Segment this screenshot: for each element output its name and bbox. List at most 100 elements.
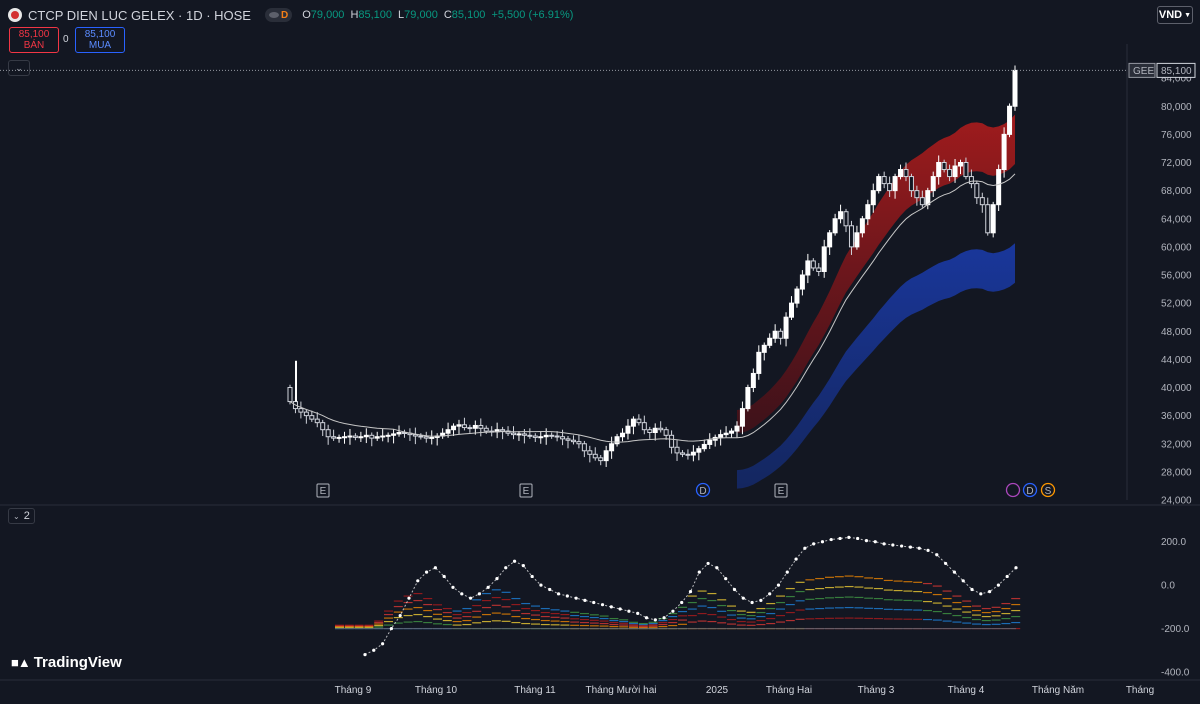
oscillator-toggle[interactable]: ⌄ 2 [8,508,35,524]
price-tick-label: 44,000 [1161,355,1192,366]
price-tick-label: 24,000 [1161,496,1192,507]
oscillator-point [574,596,578,600]
currency-label: VND [1158,9,1183,21]
oscillator-point [908,545,913,549]
data-badge-letter: D [280,9,289,21]
oscillator-point [917,546,921,550]
candle-body [805,260,811,276]
candle-body [756,351,762,374]
price-tick-label: 84,000 [1161,74,1192,85]
candle-body [352,435,358,438]
upper-band-red [737,114,1015,434]
price-axis[interactable]: 24,000 28,000 32,000 36,000 40,000 44,000 48,0… [0,44,1200,681]
candle-body [505,430,511,434]
tv-mark-icon: ■▲ [11,655,31,670]
candle-body [930,176,936,192]
candle-body [821,246,827,272]
candle-body [298,408,304,413]
candle-body [865,204,871,220]
price-tag-box [1156,62,1196,78]
symbol-title[interactable]: CTCP DIEN LUC GELEX · 1D · HOSE [28,7,251,23]
time-tick-label: Tháng 10 [415,685,458,696]
dividend-marker-circle [1022,482,1038,498]
currency-selector[interactable]: VND ▼ [1157,6,1193,24]
candle-body [587,450,593,455]
candle-body [554,435,560,438]
candle-body [461,424,467,429]
price-tick-label: 32,000 [1161,439,1192,450]
price-tick-label: 56,000 [1161,271,1192,282]
candle-body [876,176,882,192]
tradingview-logo[interactable]: ■▲ TradingView [11,654,122,671]
symbol-header: CTCP DIEN LUC GELEX · 1D · HOSE D O79,00… [8,6,573,24]
candle-body [570,439,576,443]
candle-body [592,453,598,459]
candle-body [565,438,571,441]
candle-body [685,453,691,456]
data-status-badge[interactable]: D [264,8,293,22]
buy-label: MUA [88,40,112,51]
candle-body [859,218,865,234]
oscillator-profile [335,575,1021,630]
candle-body [342,436,348,439]
high-label: H [350,9,359,21]
dividend-marker-circle [695,482,711,498]
candle-body [739,408,745,427]
candle-body [483,427,489,432]
candle-body [500,429,506,432]
change-value: +5,500 (+6.91%) [491,9,574,21]
price-tick-label: 52,000 [1161,299,1192,310]
time-tick-label: Tháng 9 [335,685,372,696]
candle-body [914,190,920,199]
candle-body [647,429,653,433]
candle-body [789,302,795,318]
candle-body [385,434,391,437]
candle-body [870,190,876,206]
candle-body [1007,105,1013,135]
event-markers[interactable]: E E ED D S [316,482,1056,498]
candle-body [445,429,451,434]
time-tick-label: Tháng [1126,685,1154,696]
candle-body [908,176,914,192]
candle-body [412,434,418,437]
candle-body [968,176,974,185]
candle-body [745,387,751,410]
candle-body [532,435,538,438]
candle-body [854,232,860,248]
oscillator-axis[interactable]: 200.0 0.0 -200.0 -400.0 [1161,537,1190,678]
close-label: C [443,9,452,21]
candle-body [510,432,516,436]
candle-body [369,434,375,439]
oscillator-point [829,537,833,542]
candle-body [581,443,587,452]
candle-body [598,457,604,462]
collapse-legend-button[interactable]: ⌄ [8,60,30,76]
chevron-down-icon: ▼ [1184,11,1192,19]
candle-body [898,169,904,178]
dividend-marker-label: D [699,486,706,497]
candlestick-series [287,65,1018,467]
buy-button[interactable]: 85,100 MUA [75,27,125,53]
price-tick-label: 80,000 [1161,102,1192,113]
candle-body [374,436,380,439]
moving-average-bands [737,114,1015,489]
candle-body [892,176,898,192]
candle-body [396,432,402,435]
symbol-tag-text: GEE [1133,66,1154,77]
sell-button[interactable]: 85,100 BÁN [9,27,59,53]
earnings-marker-box [774,483,788,498]
candle-body [957,162,963,167]
candle-body [848,225,854,248]
candle-body [287,387,293,403]
low-label: L [398,9,405,21]
time-tick-label: Tháng Mười hai [585,685,656,696]
candle-body [560,436,566,440]
candle-body [418,435,424,438]
candle-body [576,441,582,445]
oscillator-point [838,536,842,541]
candle-body [363,434,369,438]
candle-body [723,432,729,436]
candle-body [303,411,309,417]
time-axis[interactable]: Tháng 9 Tháng 10 Tháng 11 Tháng Mười hai 202… [335,685,1155,696]
